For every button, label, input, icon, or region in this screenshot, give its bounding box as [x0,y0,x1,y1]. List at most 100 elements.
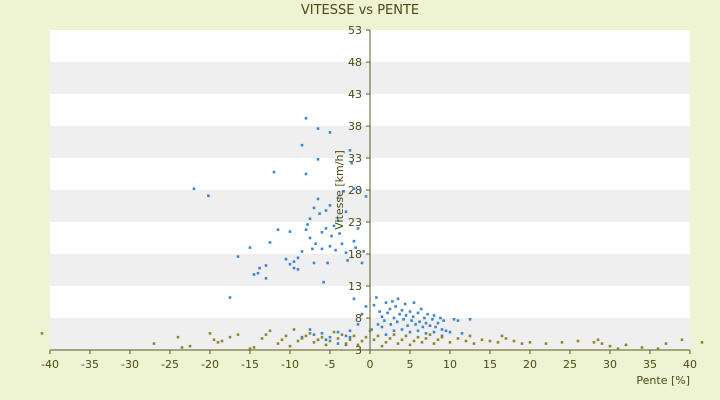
tick-labels: -40 -35 -30 -25 -20 -15 -10 -5 0 5 10 15 20 25 30 35 40 3… [41,24,697,371]
x-tick-label: -40 [41,358,59,371]
data-point [380,325,384,329]
data-point [411,315,415,319]
data-point [288,262,292,266]
data-point [296,268,300,271]
data-point [394,305,397,308]
data-point [344,210,348,214]
data-point [460,332,464,335]
data-point [340,333,344,336]
x-tick-label: 15 [483,358,497,371]
data-point [314,242,317,246]
data-point [324,209,328,212]
data-point [208,332,212,335]
data-point [252,273,256,276]
data-point [402,317,405,321]
data-point [324,227,328,230]
data-point [312,333,316,336]
data-point [496,341,500,344]
data-point [311,247,314,251]
data-point [464,339,468,343]
data-point [332,330,336,334]
data-point [396,297,400,301]
data-point [596,338,600,342]
data-point [328,339,332,343]
data-point [403,302,407,306]
data-point [276,228,280,231]
data-point [424,332,428,335]
data-point [336,196,340,199]
data-point [410,319,413,322]
data-point [324,338,328,342]
data-point [680,338,684,342]
data-point [528,341,532,344]
data-point [348,335,352,339]
data-point [284,334,288,338]
x-tick-label: 0 [367,358,374,371]
data-point [328,131,332,134]
data-point [404,314,408,317]
data-point [292,260,296,263]
x-tick-label: 20 [523,358,537,371]
data-point [376,334,380,338]
data-point [416,335,420,339]
data-point [356,227,360,230]
x-tick-label: 40 [683,358,697,371]
data-point [344,334,348,338]
x-tick-label: -35 [81,358,99,371]
data-point [334,248,337,252]
data-point [292,328,296,331]
data-point [472,342,476,345]
data-point [324,343,328,347]
data-point [248,347,252,351]
data-point [248,246,252,249]
data-point [328,335,332,339]
data-point [152,342,156,345]
data-point [700,341,704,344]
data-point [336,330,340,334]
x-tick-label: 25 [563,358,577,371]
data-point [364,195,368,198]
data-point [386,311,389,315]
data-point [440,335,444,339]
data-point [368,329,372,333]
y-tick-label: 8 [355,312,362,325]
data-point [268,241,272,244]
x-tick-label: 35 [643,358,657,371]
data-point [354,246,357,249]
data-point [348,149,352,152]
data-point [340,242,344,246]
data-point [40,332,44,335]
data-point [436,338,440,342]
data-point [364,335,368,339]
data-point [442,319,445,322]
data-point [421,325,425,329]
data-point [348,338,352,342]
data-point [220,339,224,343]
data-point [336,219,340,223]
data-point [400,338,404,342]
data-point [414,323,417,326]
data-point [300,250,304,253]
data-point [364,305,368,308]
data-point [300,143,304,147]
data-point [408,343,412,347]
data-point [318,212,321,215]
data-point [352,239,356,243]
data-point [616,347,620,351]
y-tick-label: 18 [348,248,362,261]
data-point [316,338,320,342]
data-point [380,344,384,348]
data-point [432,314,436,317]
data-point [488,339,492,343]
data-point [656,347,660,351]
data-point [260,337,264,340]
data-point [600,342,604,345]
data-point [388,307,392,311]
data-point [419,307,423,311]
data-point [432,342,436,345]
data-point [388,337,392,340]
data-point [192,187,196,191]
y-tick-label: 43 [348,88,362,101]
chart-title: VITESSE vs PENTE [301,3,419,18]
